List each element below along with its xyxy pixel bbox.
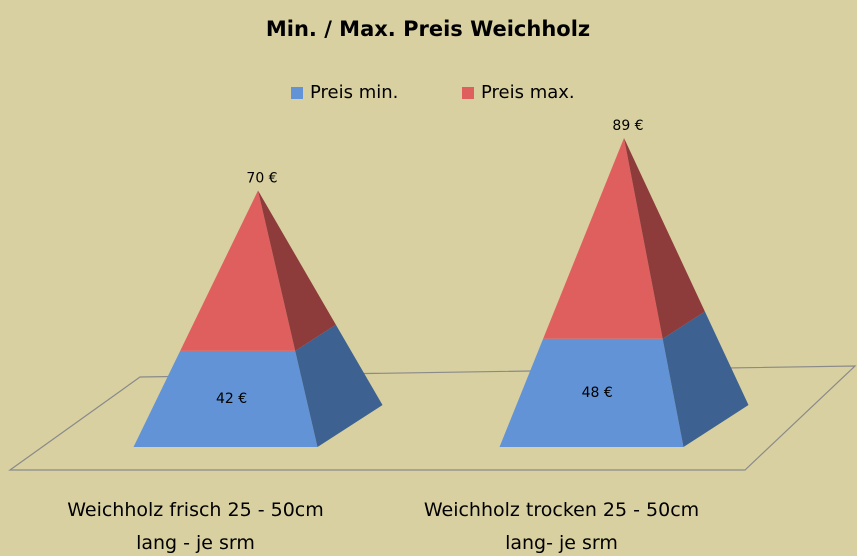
data-label: 89 € [612,118,643,134]
pyramid-side [624,138,705,339]
category-label: Weichholz frisch 25 - 50cm lang - je srm [67,499,324,554]
pyramid-side [662,311,749,447]
category-label: Weichholz trocken 25 - 50cm lang- je srm [423,499,700,554]
pyramid-front [543,138,663,339]
legend-swatch [291,87,303,99]
pyramid-side [258,190,336,351]
legend-label: Preis max. [481,82,575,103]
pyramid-front [180,190,296,351]
pyramid-side [295,324,383,447]
pyramid-front [133,350,318,447]
pyramid-front [499,338,684,447]
legend-label: Preis min. [310,82,398,103]
data-label: 48 € [582,385,613,401]
legend-swatch [462,87,474,99]
floor [8,365,857,471]
data-label: 42 € [216,391,247,407]
chart-title: Min. / Max. Preis Weichholz [266,17,590,41]
data-label: 70 € [246,171,277,187]
